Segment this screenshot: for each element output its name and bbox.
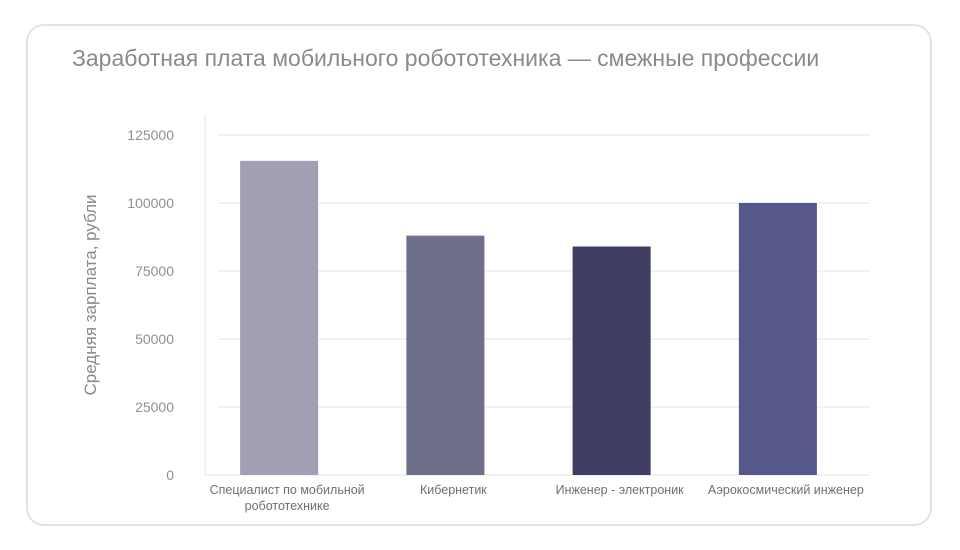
- y-tick-label: 25000: [135, 399, 174, 415]
- bar: [572, 246, 651, 475]
- y-tick-label: 125000: [127, 127, 174, 143]
- y-tick-label: 75000: [135, 263, 174, 279]
- category-label: робототехнике: [245, 499, 330, 513]
- bar: [738, 203, 817, 475]
- category-label: Инженер - электроник: [556, 483, 685, 497]
- y-tick-label: 50000: [135, 331, 174, 347]
- bar: [406, 235, 485, 475]
- y-axis-label: Средняя зарплата, рубли: [81, 194, 100, 395]
- category-label: Специалист по мобильной: [210, 483, 365, 497]
- bars: [240, 160, 817, 475]
- y-tick-labels: 0 25000 50000 75000 100000 125000: [127, 127, 174, 483]
- chart-title: Заработная плата мобильного робототехник…: [72, 45, 820, 71]
- bar: [240, 160, 319, 475]
- category-label: Аэрокосмический инженер: [708, 483, 864, 497]
- category-labels: Специалист по мобильной робототехнике Кибе…: [210, 483, 864, 513]
- category-label: Кибернетик: [420, 483, 487, 497]
- y-tick-label: 100000: [127, 195, 174, 211]
- y-tick-label: 0: [166, 467, 174, 483]
